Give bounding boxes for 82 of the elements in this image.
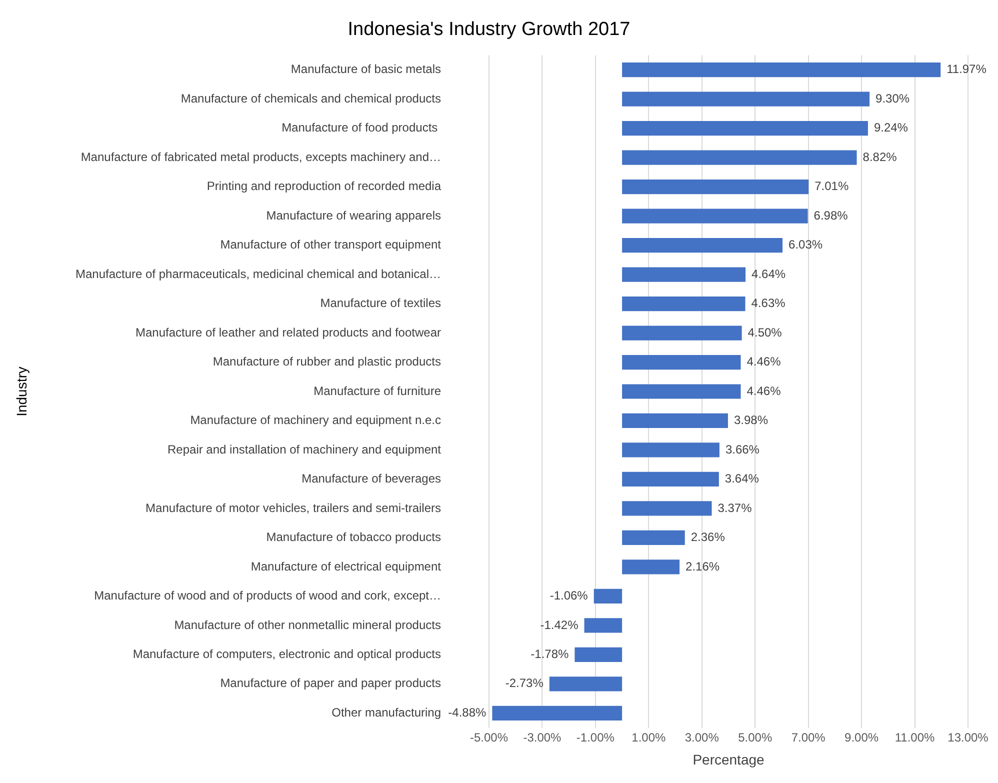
bar [574, 647, 622, 662]
y-axis-title: Industry [13, 366, 30, 416]
bar [622, 530, 685, 546]
y-tick-label: Manufacture of pharmaceuticals, medicinal chemical and botanical… [75, 266, 441, 281]
bar [622, 179, 809, 194]
bar [622, 121, 868, 136]
y-tick-label: Manufacture of fabricated metal products, excepts machinery and… [80, 150, 441, 164]
data-label: 3.64% [724, 472, 760, 486]
data-label: 8.82% [862, 150, 898, 164]
bar [492, 706, 622, 720]
data-label: 6.03% [788, 238, 823, 252]
y-tick-label: Repair and installation of machinery and equipment [168, 442, 442, 456]
bar [622, 267, 746, 282]
y-tick-label: Manufacture of computers, electronic and optical products [132, 647, 441, 662]
data-label: 3.37% [718, 500, 752, 515]
x-tick-label: -1.00% [576, 730, 615, 744]
bar [622, 501, 712, 516]
x-tick-label: -3.00% [523, 730, 562, 744]
bar [622, 354, 741, 370]
y-tick-label: Manufacture of paper and paper products [220, 676, 441, 690]
y-tick-label: Manufacture of tobacco products [266, 530, 441, 544]
bar [622, 208, 808, 224]
bar [622, 92, 870, 106]
data-label: 4.63% [751, 296, 786, 310]
x-tick-label: 5.00% [738, 730, 772, 744]
data-label: 2.36% [690, 530, 726, 544]
bar [622, 326, 742, 340]
y-tick-label: Manufacture of motor vehicles, trailers and semi-trailers [146, 500, 441, 515]
data-label: 3.98% [734, 413, 768, 428]
bar [622, 238, 783, 253]
y-tick-label: Manufacture of food products [282, 120, 441, 135]
data-label: 4.46% [746, 384, 782, 398]
bar [622, 62, 941, 78]
bar [594, 588, 622, 604]
y-tick-label: Manufacture of furniture [314, 384, 442, 398]
y-tick-label: Manufacture of chemicals and chemical products [180, 91, 441, 106]
bar [622, 472, 719, 487]
bar [549, 676, 622, 692]
y-tick-label: Manufacture of machinery and equipment n.e.c [190, 413, 441, 428]
data-label: -1.78% [530, 647, 570, 662]
data-label: 4.50% [748, 325, 782, 340]
bar [622, 560, 680, 574]
x-axis-title: Percentage [692, 751, 765, 768]
y-tick-label: Manufacture of leather and related products and footwear [135, 325, 441, 340]
y-tick-label: Manufacture of textiles [320, 296, 441, 310]
data-label: 2.16% [686, 559, 720, 574]
data-label: 4.46% [746, 354, 782, 369]
x-tick-label: 7.00% [791, 730, 826, 744]
x-tick-label: 9.00% [844, 730, 879, 744]
data-label: 7.01% [814, 179, 849, 194]
y-tick-label: Printing and reproduction of recorded media [206, 179, 442, 194]
y-tick-label: Manufacture of rubber and plastic products [212, 354, 441, 369]
y-tick-label: Other manufacturing [332, 705, 441, 720]
bar [622, 442, 720, 458]
y-tick-label: Manufacture of wearing apparels [266, 208, 441, 222]
data-label: -2.73% [505, 676, 544, 690]
bar [622, 413, 728, 428]
data-label: 3.66% [725, 442, 760, 456]
x-tick-label: 3.00% [684, 730, 720, 744]
y-tick-label: Manufacture of basic metals [290, 62, 441, 76]
bar [584, 618, 622, 633]
bar [622, 150, 857, 165]
data-label: 6.98% [814, 208, 848, 222]
y-tick-label: Manufacture of wood and of products of wood and cork, except… [94, 588, 441, 603]
x-tick-label: 11.00% [894, 730, 936, 744]
data-label: -1.06% [550, 588, 588, 603]
bar [622, 296, 746, 312]
y-tick-label: Manufacture of beverages [302, 472, 441, 486]
data-label: 11.97% [946, 62, 987, 76]
bar [622, 384, 741, 399]
data-label: -4.88% [448, 705, 487, 720]
data-label: 9.30% [876, 91, 910, 106]
y-tick-label: Manufacture of electrical equipment [250, 559, 442, 574]
y-tick-label: Manufacture of other nonmetallic mineral products [174, 618, 441, 632]
x-tick-label: 1.00% [632, 730, 666, 744]
data-label: 4.64% [752, 266, 786, 281]
data-label: 9.24% [874, 120, 908, 135]
x-tick-label: 13.00% [948, 730, 989, 744]
chart-title: Indonesia's Industry Growth 2017 [348, 19, 630, 40]
y-tick-label: Manufacture of other transport equipment [220, 238, 442, 252]
data-label: -1.42% [540, 618, 579, 632]
x-tick-label: -5.00% [470, 730, 508, 744]
